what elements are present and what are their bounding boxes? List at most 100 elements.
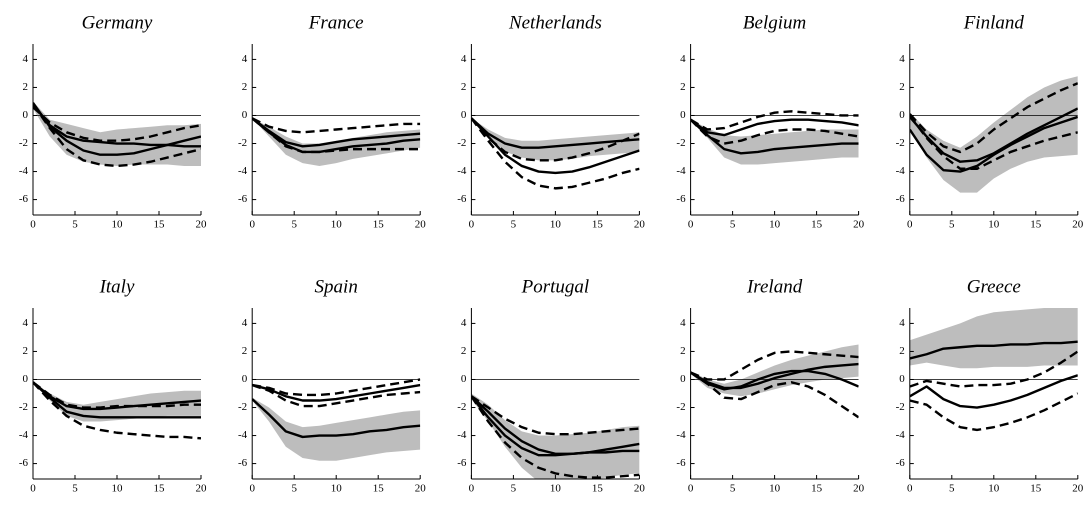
x-tick-label: 0 — [249, 483, 255, 495]
solid-line — [33, 103, 201, 148]
y-tick-label: 2 — [461, 81, 467, 93]
y-tick-label: -6 — [676, 457, 686, 469]
panel: Portugal -6 -4 -2 0 2 4 0 5 10 15 20 — [457, 276, 645, 494]
y-tick-label: -4 — [896, 165, 906, 177]
dashed-line — [471, 117, 640, 162]
dashed-line — [33, 381, 201, 409]
plot-area — [690, 344, 859, 419]
dashed-line — [252, 117, 421, 154]
confidence-band — [33, 382, 201, 422]
solid-line — [33, 102, 201, 156]
x-tick-label: 5 — [511, 219, 517, 231]
y-tick-label: 4 — [899, 317, 905, 329]
dashed-line — [252, 378, 421, 397]
x-tick-label: 0 — [249, 219, 255, 231]
plot-area — [690, 110, 859, 165]
solid-line — [909, 107, 1078, 163]
plot-area — [33, 101, 201, 168]
x-tick-label: 5 — [72, 483, 78, 495]
x-tick-label: 15 — [592, 219, 604, 231]
chart-title: Portugal — [521, 276, 590, 297]
y-tick-label: -4 — [457, 165, 467, 177]
y-tick-label: -2 — [896, 137, 905, 149]
y-tick-label: -4 — [457, 429, 467, 441]
y-tick-label: 0 — [23, 373, 29, 385]
y-tick-label: 0 — [680, 109, 686, 121]
x-tick-label: 10 — [769, 219, 781, 231]
y-tick-label: 4 — [23, 53, 29, 65]
y-tick-label: -6 — [896, 457, 906, 469]
y-tick-label: 4 — [23, 317, 29, 329]
x-tick-label: 20 — [634, 219, 646, 231]
x-tick-label: 5 — [291, 219, 297, 231]
y-tick-label: -2 — [457, 137, 466, 149]
x-tick-label: 20 — [1072, 219, 1084, 231]
chart-title: France — [308, 12, 364, 33]
y-tick-label: 2 — [242, 345, 248, 357]
y-tick-label: -6 — [896, 193, 906, 205]
dashed-line — [690, 371, 859, 419]
dashed-line — [909, 350, 1078, 388]
solid-line — [33, 381, 201, 419]
x-tick-label: 20 — [415, 219, 427, 231]
y-tick-label: -6 — [457, 193, 467, 205]
x-tick-label: 15 — [373, 219, 385, 231]
x-tick-label: 20 — [853, 483, 865, 495]
x-tick-label: 5 — [730, 219, 736, 231]
solid-line — [909, 374, 1078, 409]
panel: Spain -6 -4 -2 0 2 4 0 5 10 15 20 — [238, 276, 426, 494]
solid-line — [471, 395, 640, 457]
dashed-line — [909, 392, 1078, 432]
chart-title: Greece — [967, 276, 1021, 297]
y-tick-label: -4 — [238, 429, 248, 441]
x-tick-label: 20 — [196, 483, 208, 495]
y-tick-label: 4 — [461, 53, 467, 65]
chart-title: Italy — [99, 276, 135, 297]
solid-line — [909, 340, 1078, 360]
dashed-line — [471, 395, 640, 479]
x-tick-label: 10 — [112, 219, 124, 231]
plot-area — [909, 308, 1078, 432]
panel: Belgium -6 -4 -2 0 2 4 0 5 10 15 20 — [676, 12, 864, 230]
x-tick-label: 15 — [811, 219, 823, 231]
y-tick-label: -2 — [238, 137, 247, 149]
y-tick-label: 0 — [461, 109, 467, 121]
y-tick-label: -2 — [19, 137, 28, 149]
solid-line — [909, 115, 1078, 173]
y-tick-label: 2 — [899, 345, 905, 357]
x-tick-label: 0 — [907, 219, 913, 231]
x-tick-label: 0 — [907, 483, 913, 495]
x-tick-label: 15 — [154, 483, 166, 495]
dashed-line — [909, 114, 1078, 170]
x-tick-label: 5 — [949, 483, 955, 495]
y-tick-label: -6 — [238, 457, 248, 469]
panel: Greece -6 -4 -2 0 2 4 0 5 10 15 20 — [896, 276, 1084, 494]
x-tick-label: 0 — [30, 483, 36, 495]
dashed-line — [909, 82, 1078, 154]
y-tick-label: 0 — [461, 373, 467, 385]
chart-title: Finland — [963, 12, 1025, 33]
y-tick-label: 0 — [23, 109, 29, 121]
chart-title: Germany — [82, 12, 153, 33]
solid-line — [252, 383, 421, 402]
y-tick-label: -4 — [896, 429, 906, 441]
dashed-line — [690, 110, 859, 131]
y-tick-label: -2 — [896, 401, 905, 413]
y-tick-label: -6 — [19, 457, 29, 469]
y-tick-label: 4 — [680, 317, 686, 329]
y-tick-label: 4 — [242, 317, 248, 329]
y-tick-label: 4 — [899, 53, 905, 65]
chart-title: Ireland — [746, 276, 803, 297]
solid-line — [33, 381, 201, 411]
x-tick-label: 15 — [1030, 483, 1042, 495]
x-tick-label: 5 — [72, 219, 78, 231]
chart-title: Belgium — [743, 12, 806, 33]
y-tick-label: 4 — [461, 317, 467, 329]
dashed-line — [471, 395, 640, 436]
x-tick-label: 0 — [688, 483, 694, 495]
x-tick-label: 5 — [511, 483, 517, 495]
panel: Italy -6 -4 -2 0 2 4 0 5 10 15 20 — [19, 276, 207, 494]
x-tick-label: 10 — [112, 483, 124, 495]
solid-line — [252, 398, 421, 439]
